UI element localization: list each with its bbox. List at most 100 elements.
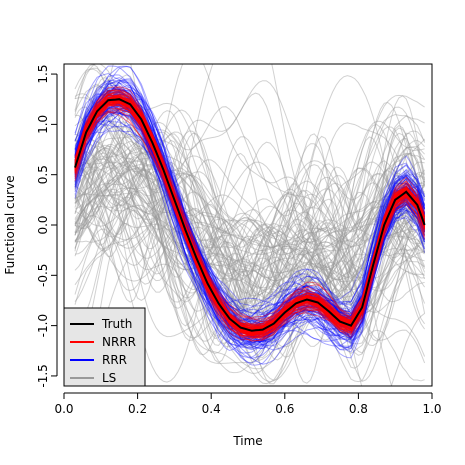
y-tick-label: -0.5 (36, 264, 50, 287)
ensemble-curve (74, 196, 426, 281)
ensemble-curve (74, 82, 426, 329)
ensemble-curve (74, 99, 426, 339)
ensemble-curve (74, 174, 425, 289)
ensemble-curve (74, 161, 426, 304)
ensemble-curve (74, 194, 425, 254)
ensemble-curve (74, 115, 426, 374)
y-tick-label: -1.0 (36, 314, 50, 337)
ensemble-curve (74, 98, 426, 350)
ensemble-curve (74, 107, 426, 333)
ensemble-curve (74, 120, 425, 339)
ensemble-curve (74, 84, 426, 336)
ensemble-curve (74, 106, 426, 354)
legend-box (63, 307, 146, 387)
y-tick-label: 1.0 (36, 115, 50, 134)
legend-label: Truth (101, 317, 132, 331)
ensemble-curve (74, 120, 426, 329)
ensemble-curve (74, 103, 426, 340)
ensemble-curve (74, 79, 426, 350)
ensemble-curve (74, 111, 426, 349)
ensemble-curve (74, 101, 426, 334)
ensemble-curve (74, 102, 426, 331)
ensemble-curve (74, 104, 426, 347)
ensemble-curve (74, 138, 426, 345)
x-tick-label: 0.4 (202, 402, 221, 416)
ensemble-curve (74, 94, 426, 339)
ensemble-curve (74, 136, 425, 339)
ensemble-curve (74, 89, 426, 341)
ensemble-curve (74, 130, 426, 347)
ensemble-curve (74, 105, 425, 342)
ensemble-ls (74, 64, 426, 386)
legend-label: NRRR (102, 335, 136, 349)
ensemble-curve (74, 147, 425, 287)
ensemble-curve (74, 93, 425, 374)
ensemble-curve (74, 91, 426, 349)
ensemble-curve (74, 129, 426, 323)
ensemble-curve (74, 167, 425, 303)
ensemble-curve (74, 161, 425, 299)
ensemble-curve (74, 64, 426, 385)
ensemble-curve (74, 97, 426, 343)
ensemble-curve (74, 139, 425, 330)
ensemble-curve (74, 139, 426, 327)
ensemble-curve (74, 164, 425, 321)
ensemble-curve (74, 137, 426, 344)
ensemble-curve (74, 91, 426, 339)
ensemble-curve (74, 88, 426, 336)
ensemble-curve (74, 103, 426, 344)
ensemble-curve (74, 86, 426, 336)
legend: Truth NRRR RRR LS (63, 307, 146, 387)
ensemble-curve (74, 167, 425, 281)
ensemble-curve (74, 102, 426, 353)
ensemble-curve (74, 102, 426, 358)
ensemble-curve (74, 99, 426, 347)
x-tick-label: 0.2 (128, 402, 147, 416)
ensemble-curve (74, 106, 425, 359)
ensemble-curve (74, 132, 425, 342)
ensemble-curve (74, 91, 426, 343)
ensemble-curve (74, 110, 426, 369)
ensemble-curve (74, 129, 425, 341)
ensemble-curve (74, 110, 426, 335)
ensemble-curve (74, 65, 426, 351)
ensemble-curve (74, 127, 425, 311)
ensemble-curve (74, 136, 426, 327)
ensemble-curve (74, 65, 426, 348)
ensemble-curve (74, 92, 426, 367)
ensemble-curve (74, 64, 425, 386)
ensemble-curve (74, 110, 426, 325)
ensemble-curve (74, 158, 425, 289)
ensemble-curve (74, 161, 426, 273)
ensemble-curve (74, 121, 426, 364)
ensemble-curve (74, 167, 426, 310)
ensemble-curve (74, 74, 426, 343)
ensemble-curve (74, 100, 426, 338)
ensemble-curve (74, 125, 426, 354)
ensemble-curve (74, 192, 425, 267)
ensemble-curve (74, 127, 426, 346)
ensemble-curve (74, 132, 426, 337)
ensemble-curve (74, 126, 426, 342)
ensemble-curve (74, 83, 426, 361)
ensemble-curve (74, 130, 426, 335)
ensemble-curve (74, 133, 425, 325)
ensemble-curve (74, 93, 426, 338)
ensemble-curve (74, 143, 426, 313)
ensemble-curve (74, 133, 426, 312)
ensemble-curve (74, 99, 426, 349)
ensemble-curve (74, 103, 426, 335)
ensemble-curve (74, 95, 426, 335)
ensemble-curve (74, 167, 425, 304)
ensemble-curve (74, 95, 426, 364)
ensemble-curve (74, 102, 426, 342)
ensemble-curve (74, 145, 426, 318)
ensemble-curve (74, 140, 425, 314)
ensemble-curve (74, 159, 425, 303)
curve-layer (74, 64, 426, 386)
ensemble-curve (74, 156, 426, 306)
ensemble-curve (74, 160, 425, 282)
ensemble-curve (74, 120, 426, 322)
ensemble-curve (74, 107, 426, 335)
